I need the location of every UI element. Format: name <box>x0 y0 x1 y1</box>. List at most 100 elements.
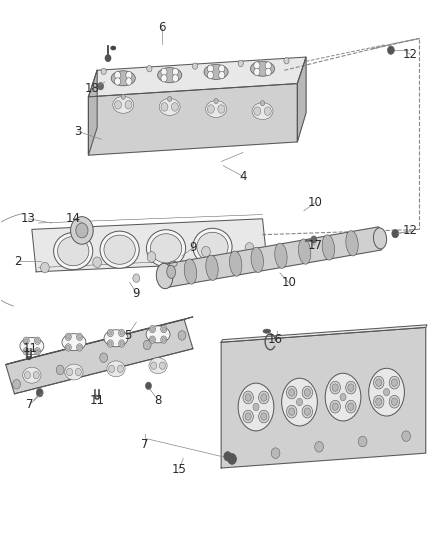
Circle shape <box>391 379 397 386</box>
Circle shape <box>402 431 410 441</box>
Circle shape <box>23 337 29 344</box>
Text: 18: 18 <box>85 83 99 95</box>
Polygon shape <box>6 317 193 365</box>
Circle shape <box>75 368 81 376</box>
Circle shape <box>284 58 289 64</box>
Text: 5: 5 <box>124 329 131 342</box>
Polygon shape <box>88 70 97 155</box>
Ellipse shape <box>158 68 182 83</box>
Circle shape <box>167 96 172 102</box>
Circle shape <box>346 400 356 413</box>
Ellipse shape <box>206 101 226 117</box>
Ellipse shape <box>146 326 170 343</box>
Ellipse shape <box>23 367 41 383</box>
Circle shape <box>161 103 168 111</box>
Circle shape <box>126 78 132 85</box>
Circle shape <box>76 223 88 238</box>
Ellipse shape <box>322 235 335 260</box>
Circle shape <box>23 348 29 355</box>
Ellipse shape <box>170 261 177 266</box>
Polygon shape <box>297 57 306 142</box>
Circle shape <box>36 389 43 397</box>
Ellipse shape <box>107 361 125 377</box>
Circle shape <box>392 229 399 238</box>
Circle shape <box>389 395 399 408</box>
Circle shape <box>214 99 218 104</box>
Circle shape <box>302 386 313 399</box>
Circle shape <box>388 46 394 54</box>
Ellipse shape <box>193 228 232 265</box>
Ellipse shape <box>204 64 228 79</box>
Circle shape <box>67 368 73 376</box>
Ellipse shape <box>275 243 287 268</box>
Circle shape <box>25 372 31 379</box>
Circle shape <box>161 75 167 82</box>
Polygon shape <box>6 319 193 394</box>
Ellipse shape <box>252 103 273 119</box>
Text: 12: 12 <box>403 48 418 61</box>
Ellipse shape <box>65 364 83 380</box>
Text: 3: 3 <box>74 125 81 138</box>
Ellipse shape <box>150 233 182 263</box>
Ellipse shape <box>374 228 387 249</box>
Circle shape <box>264 107 271 115</box>
Circle shape <box>36 349 39 353</box>
Circle shape <box>35 337 41 344</box>
Circle shape <box>109 331 112 335</box>
Circle shape <box>265 62 271 69</box>
Polygon shape <box>32 219 267 272</box>
Circle shape <box>71 216 93 244</box>
Circle shape <box>228 454 237 464</box>
Circle shape <box>304 389 311 396</box>
Circle shape <box>261 394 267 401</box>
Circle shape <box>101 68 106 75</box>
Circle shape <box>151 362 157 369</box>
Circle shape <box>161 325 167 333</box>
Circle shape <box>25 349 28 353</box>
Ellipse shape <box>62 334 86 351</box>
Circle shape <box>194 270 201 279</box>
Ellipse shape <box>184 259 197 284</box>
Ellipse shape <box>197 232 228 262</box>
Circle shape <box>208 71 213 79</box>
Circle shape <box>78 345 81 350</box>
Text: 10: 10 <box>307 196 322 209</box>
Ellipse shape <box>100 231 139 268</box>
Circle shape <box>171 103 178 111</box>
Circle shape <box>254 107 261 115</box>
Circle shape <box>115 101 121 109</box>
Circle shape <box>258 410 269 423</box>
Ellipse shape <box>325 373 361 421</box>
Polygon shape <box>88 84 297 155</box>
Circle shape <box>219 65 225 72</box>
Ellipse shape <box>149 358 167 374</box>
Circle shape <box>65 333 71 341</box>
Circle shape <box>304 408 311 415</box>
Ellipse shape <box>20 337 44 354</box>
Circle shape <box>245 243 254 253</box>
Circle shape <box>315 441 323 452</box>
Ellipse shape <box>251 61 275 76</box>
Circle shape <box>260 101 265 106</box>
Circle shape <box>35 348 41 355</box>
Ellipse shape <box>53 232 93 270</box>
Circle shape <box>115 78 120 85</box>
Circle shape <box>151 337 154 342</box>
Circle shape <box>125 101 132 109</box>
Text: 17: 17 <box>307 239 322 252</box>
Circle shape <box>13 379 21 389</box>
Circle shape <box>133 274 140 282</box>
Circle shape <box>348 384 354 391</box>
Circle shape <box>391 398 397 406</box>
Ellipse shape <box>111 46 116 50</box>
Ellipse shape <box>57 237 89 266</box>
Ellipse shape <box>159 99 180 115</box>
Circle shape <box>332 384 338 391</box>
Ellipse shape <box>369 368 404 416</box>
Ellipse shape <box>146 230 186 267</box>
Circle shape <box>376 379 382 386</box>
Circle shape <box>143 340 151 350</box>
Text: 16: 16 <box>268 333 283 346</box>
Circle shape <box>286 405 297 418</box>
Circle shape <box>374 376 384 389</box>
